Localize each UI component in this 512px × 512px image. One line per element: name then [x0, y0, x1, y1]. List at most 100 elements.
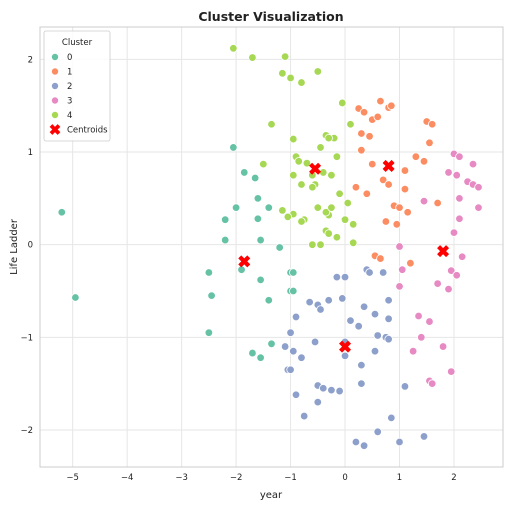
- x-tick-label: −4: [121, 473, 134, 483]
- point-cluster-0: [204, 268, 214, 277]
- point-cluster-0: [248, 348, 257, 358]
- point-cluster-4: [343, 198, 352, 208]
- legend-title: Cluster: [62, 38, 93, 48]
- x-axis-ticks: −5 −4 −3 −2 −1 0 1 2: [66, 473, 456, 483]
- point-cluster-3: [452, 171, 461, 180]
- point-cluster-4: [340, 215, 350, 224]
- point-cluster-1: [400, 166, 410, 175]
- point-cluster-4: [313, 67, 322, 76]
- point-cluster-2: [305, 297, 314, 307]
- point-cluster-1: [400, 184, 410, 194]
- point-cluster-3: [438, 342, 448, 351]
- point-cluster-4: [278, 69, 287, 78]
- point-cluster-4: [294, 157, 303, 166]
- point-cluster-4: [349, 238, 358, 248]
- point-cluster-2: [370, 309, 380, 319]
- point-cluster-2: [340, 351, 350, 361]
- point-cluster-4: [332, 152, 342, 161]
- legend-marker-2: [51, 82, 59, 90]
- point-cluster-0: [275, 243, 284, 252]
- legend-centroid-icon: [49, 124, 61, 135]
- x-tick-label: −2: [230, 473, 243, 483]
- point-cluster-2: [286, 365, 295, 374]
- point-cluster-2: [291, 312, 301, 322]
- point-cluster-2: [280, 342, 290, 351]
- point-cluster-4: [324, 133, 333, 143]
- point-cluster-1: [376, 96, 385, 106]
- point-cluster-0: [267, 339, 276, 348]
- point-cluster-2: [359, 441, 369, 450]
- legend-marker-4: [51, 111, 59, 119]
- point-cluster-3: [474, 203, 483, 212]
- y-tick-label: 1: [28, 148, 33, 158]
- centroid-marker: [382, 159, 395, 172]
- point-cluster-0: [231, 203, 241, 212]
- x-tick-label: −1: [284, 473, 297, 483]
- point-cluster-1: [359, 108, 369, 117]
- point-cluster-4: [349, 220, 358, 229]
- point-cluster-1: [365, 132, 374, 141]
- point-cluster-0: [220, 215, 230, 224]
- legend-items: 0 1 2 3 4 Centroids: [49, 53, 108, 136]
- x-tick-label: 2: [451, 473, 456, 483]
- point-cluster-4: [332, 233, 342, 242]
- point-cluster-4: [297, 180, 306, 189]
- point-cluster-0: [220, 235, 230, 245]
- x-axis-label: year: [260, 490, 283, 501]
- point-cluster-0: [256, 275, 265, 285]
- point-cluster-2: [359, 302, 369, 311]
- point-cluster-3: [417, 333, 426, 342]
- point-cluster-3: [444, 284, 453, 294]
- point-cluster-3: [455, 214, 464, 223]
- point-cluster-4: [319, 168, 328, 177]
- point-cluster-4: [286, 73, 295, 83]
- point-cluster-0: [253, 194, 263, 203]
- point-cluster-0: [256, 353, 265, 362]
- point-cluster-2: [340, 272, 350, 282]
- point-cluster-2: [319, 384, 328, 393]
- point-cluster-1: [387, 101, 396, 110]
- point-cluster-3: [395, 282, 404, 291]
- legend-label-centroids: Centroids: [67, 126, 108, 136]
- point-cluster-2: [400, 382, 410, 391]
- legend-box: [43, 30, 111, 142]
- point-cluster-3: [455, 194, 464, 203]
- point-cluster-3: [425, 317, 434, 326]
- point-cluster-0: [256, 235, 265, 245]
- point-cluster-2: [365, 268, 374, 277]
- point-cluster-0: [207, 291, 216, 300]
- point-cluster-4: [278, 206, 287, 215]
- point-cluster-1: [395, 203, 404, 212]
- point-cluster-4: [324, 229, 333, 238]
- point-cluster-0: [289, 268, 298, 277]
- point-cluster-3: [455, 152, 464, 161]
- point-cluster-1: [419, 157, 429, 166]
- plot-frame: [39, 26, 504, 468]
- point-cluster-2: [357, 379, 366, 388]
- point-cluster-3: [395, 242, 404, 251]
- point-cluster-3: [457, 252, 467, 261]
- legend-label-1: 1: [67, 68, 72, 78]
- point-cluster-2: [419, 432, 429, 441]
- point-cluster-2: [324, 296, 333, 305]
- legend-label-3: 3: [67, 97, 72, 107]
- point-cluster-3: [433, 279, 442, 288]
- point-cluster-0: [204, 328, 214, 337]
- point-cluster-4: [302, 158, 312, 168]
- point-cluster-2: [310, 337, 320, 347]
- point-cluster-2: [387, 413, 396, 423]
- point-cluster-4: [338, 98, 347, 108]
- point-cluster-1: [362, 189, 372, 198]
- point-cluster-0: [240, 168, 249, 177]
- point-cluster-1: [411, 152, 421, 161]
- point-cluster-4: [297, 78, 306, 87]
- legend-label-2: 2: [67, 82, 72, 92]
- point-cluster-2: [332, 272, 342, 282]
- legend: Cluster 0 1 2 3 4 Centroids: [43, 30, 111, 142]
- point-cluster-0: [264, 203, 273, 212]
- point-cluster-2: [286, 328, 295, 337]
- point-cluster-1: [357, 145, 366, 155]
- point-cluster-2: [338, 294, 347, 303]
- point-cluster-1: [368, 159, 377, 169]
- point-cluster-1: [425, 138, 434, 147]
